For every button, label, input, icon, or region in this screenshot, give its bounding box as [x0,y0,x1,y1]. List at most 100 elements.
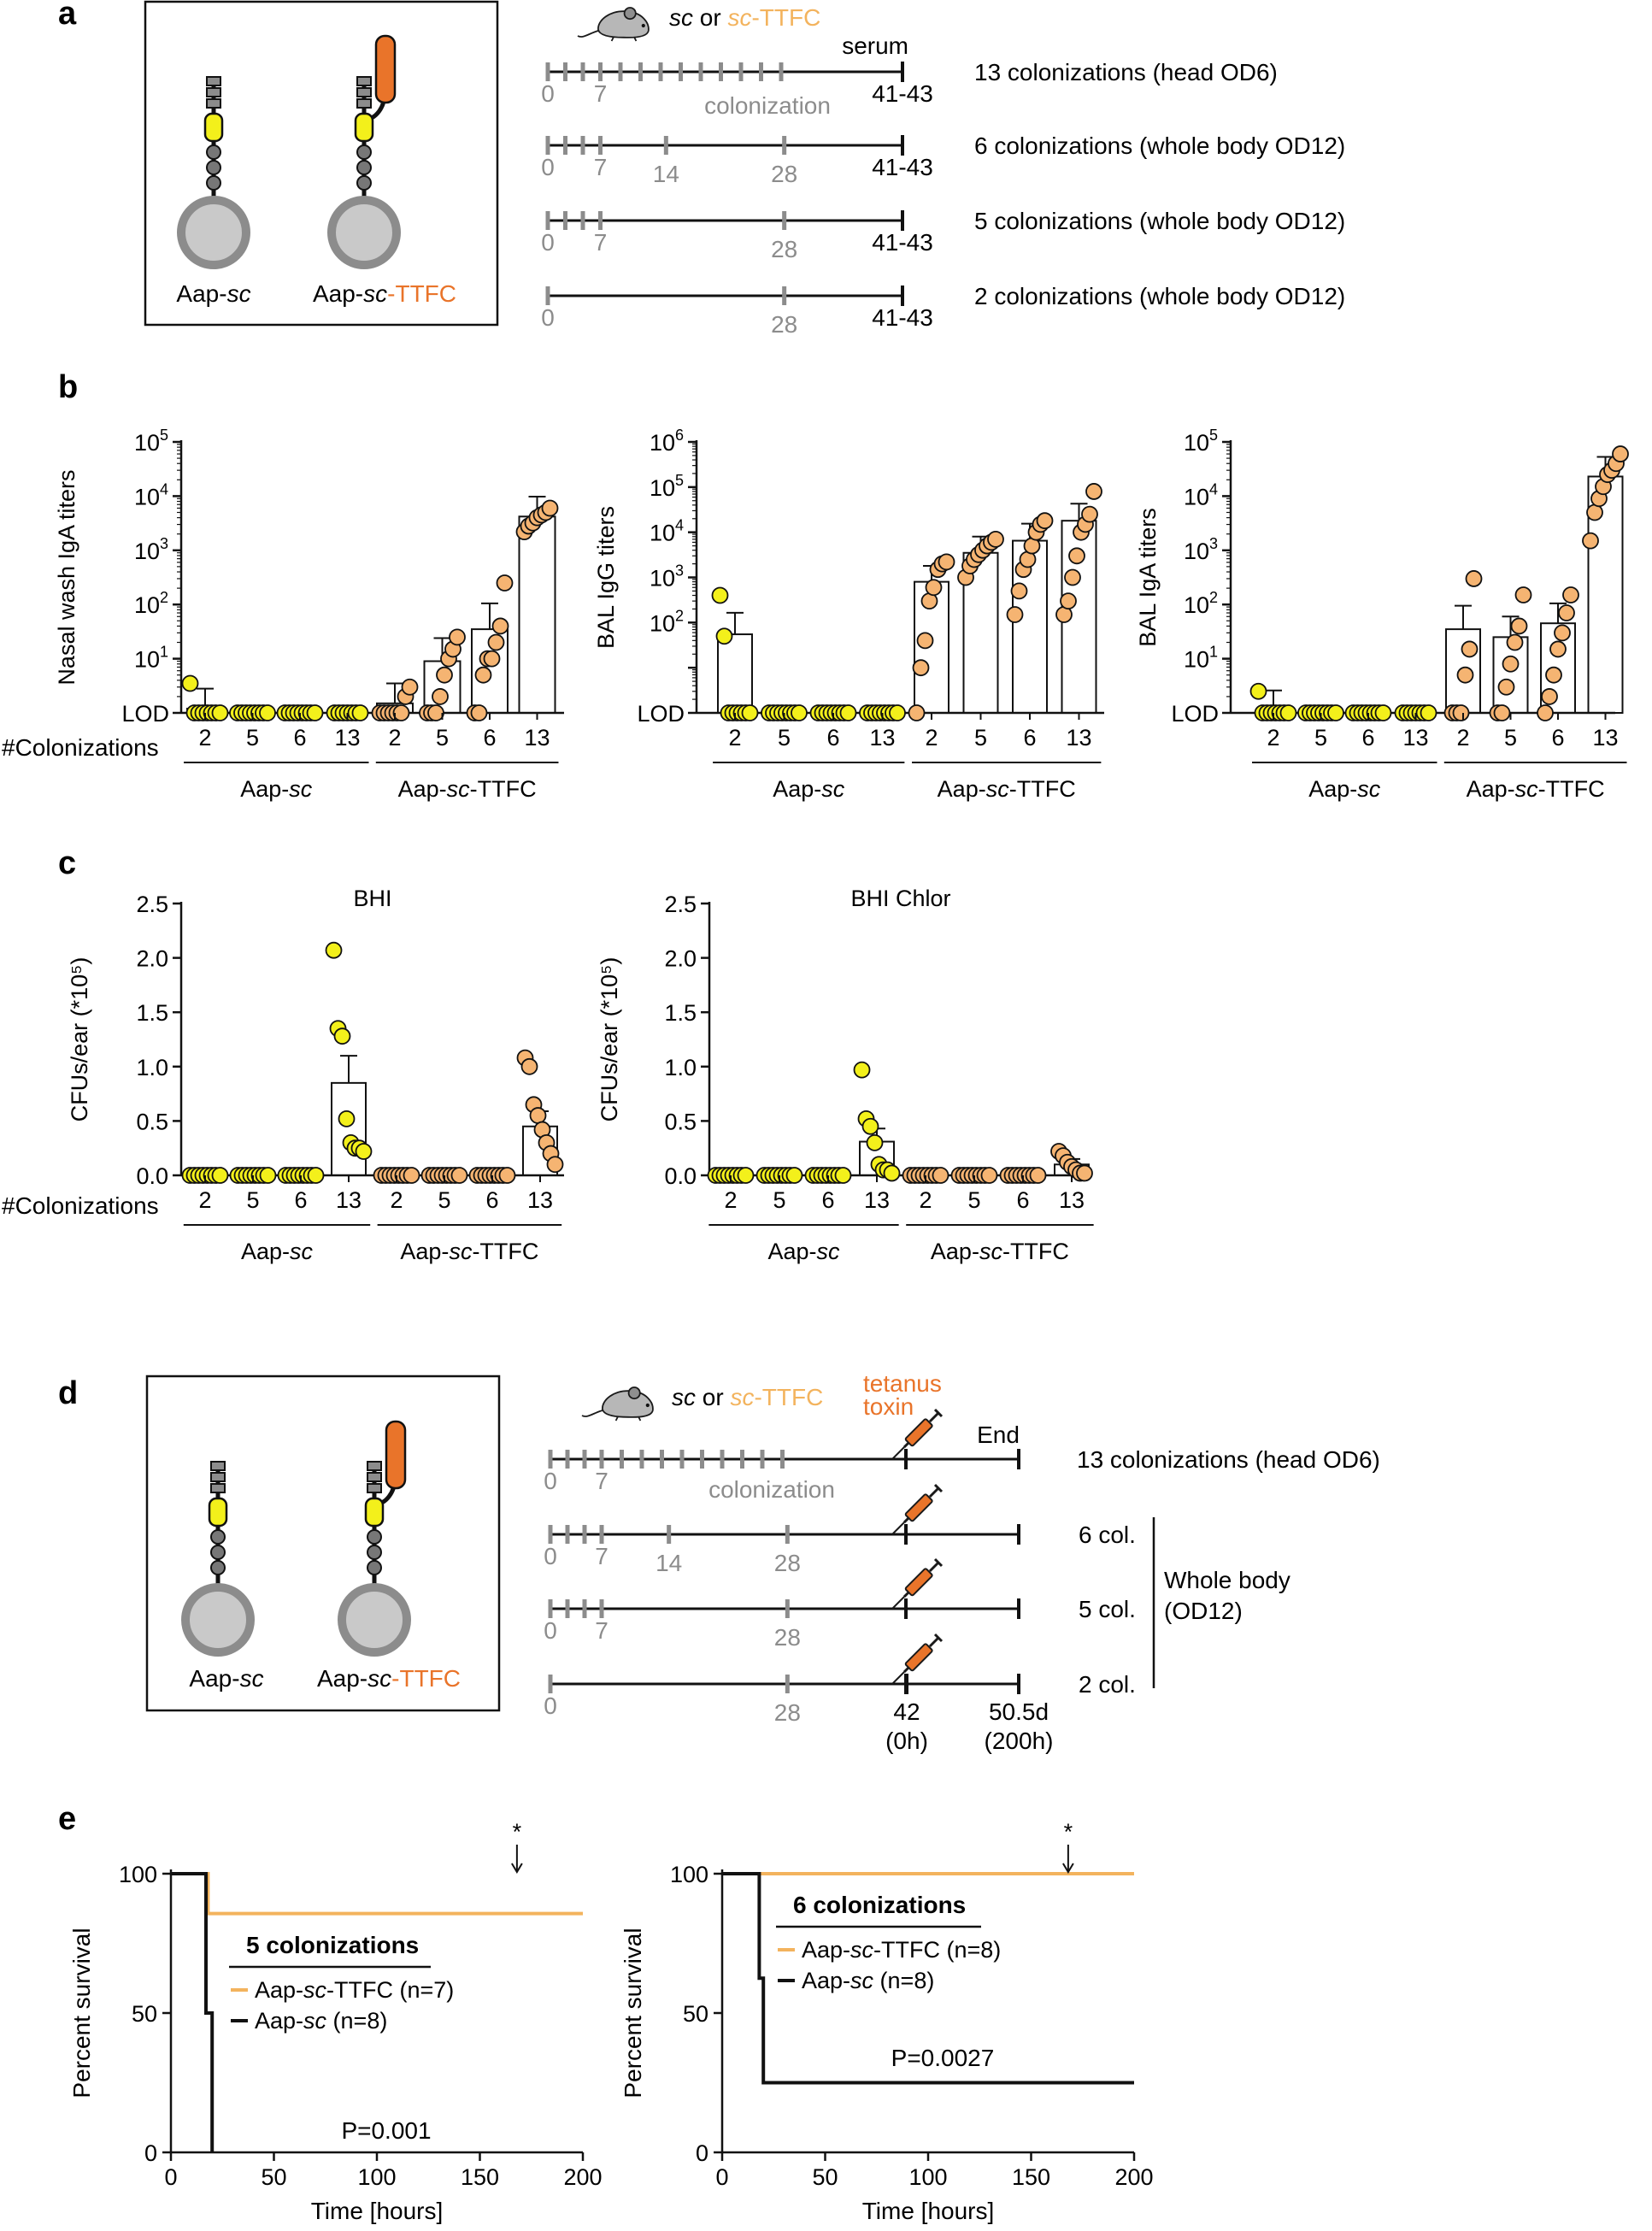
timeline-tick-label: 0 [544,1543,557,1569]
data-point [436,666,453,684]
y-tick-label: 101 [1184,644,1218,673]
x-tick-label: 5 [773,1187,785,1213]
data-point [449,628,466,646]
legend-title: 6 colonizations [793,1892,966,1918]
timeline-tick-label: 7 [594,154,608,180]
challenge-hour: (0h) [885,1728,928,1754]
asterisk: * [513,1819,522,1845]
y-tick-label: 102 [1184,589,1218,618]
construct-aap-sc-d [181,1461,255,1657]
x-prefix-c: #Colonizations [2,1192,159,1219]
data-point [211,1167,229,1184]
data-point [496,574,514,592]
y-tick-label: 1.5 [664,1000,697,1026]
schematic-box-d [145,1375,501,1712]
data-point [325,941,343,959]
x-tick-label: 5 [778,725,791,751]
data-point [541,499,559,517]
legend-title: 5 colonizations [246,1932,419,1958]
x-tick-label: 2 [1456,725,1469,751]
data-point [737,1167,755,1184]
x-tick-label: 5 [974,725,987,751]
construct-label-ttfc-a: Aap-sc-TTFC [313,280,456,307]
timeline-tick-label: 0 [541,229,555,256]
timeline-tick-label: 28 [774,1550,801,1576]
data-point [470,704,488,721]
syringe-icon [891,1483,944,1536]
x-tick-label: 13 [336,1187,362,1213]
timeline-tick-label: 7 [595,1617,608,1644]
x-tick-label: 6 [485,1187,498,1213]
y-tick-label: 100 [670,1862,708,1887]
x-tick-label: 13 [1402,725,1428,751]
survival-curve [171,1872,583,1916]
group-label: Aap-sc [773,776,845,802]
x-tick-label: 2 [925,725,938,751]
y-axis-title: BAL IgG titers [593,506,619,649]
panel-label-c: c [58,845,76,881]
data-point [1081,505,1098,523]
timeline-label: 2 colonizations (whole body OD12) [974,283,1345,309]
data-point [1612,445,1629,462]
data-point [1502,655,1520,673]
x-tick-label: 200 [1114,2164,1153,2190]
y-axis-title: BAL IgA titers [1135,508,1161,647]
bhi-chart: 0.0 0.5 1.0 1.5 2.0 2.5 CFUs/ear (*10⁵) BHI 2 5 6 1… [67,886,564,1264]
y-tick-label: 104 [650,517,684,546]
data-point [1010,582,1028,600]
legend-label: Aap-sc (n=8) [802,1968,934,1993]
bracket-label-1: Whole body [1164,1567,1290,1593]
timeline-label: 13 colonizations (head OD6) [1077,1446,1380,1473]
y-tick-label: 0.5 [664,1109,697,1134]
y-tick-label: 50 [132,2001,157,2027]
timeline-tick-label: 0 [541,154,555,180]
data-point [861,1117,879,1135]
timeline-tick-label: 28 [774,1624,801,1651]
data-point [715,627,733,645]
data-point [1327,704,1344,721]
bar [717,633,753,715]
panel-label-d: d [58,1375,78,1411]
x-tick-label: 13 [1059,1187,1085,1213]
x-tick-label: 6 [294,1187,307,1213]
y-tick-label: 1.5 [136,1000,168,1026]
data-point [711,586,729,604]
data-point [1541,688,1558,705]
survival-curve [722,1872,1134,2085]
timeline-label: 5 col. [1079,1596,1136,1622]
nasal-iga-chart: 101 102 103 104 105 LOD Nasal wash IgA titers 2… [54,427,564,802]
data-point [351,704,369,721]
data-point [450,1167,468,1184]
y-tick-label: 50 [683,2001,708,2027]
timelines-d: 0 7 13 colonizations (head OD6) 14 28 0 7 6 col… [544,1408,1380,1726]
x-tick-label: 200 [563,2164,602,2190]
data-point [1006,606,1024,623]
tetanus-label: tetanus [863,1370,942,1397]
x-tick-label: 5 [1314,725,1327,751]
x-tick-label: 6 [826,725,839,751]
legend-label: Aap-sc-TTFC (n=8) [802,1937,1001,1963]
data-point [1510,617,1528,635]
data-point [916,632,934,650]
data-point [1085,483,1102,500]
timeline-tick-label: 28 [771,311,797,338]
chart-title: BHI [353,886,391,911]
x-tick-label: 50 [261,2164,286,2190]
data-point [1554,624,1571,642]
mouse-label-a: sc or sc-TTFC [669,4,820,31]
data-point [333,1027,351,1045]
lod-label: LOD [121,701,169,727]
data-point [785,1167,803,1184]
y-tick-label: 100 [119,1862,157,1887]
data-point [307,1167,325,1184]
y-tick-label: 103 [134,535,168,564]
survival-curve [171,1872,215,2152]
data-point [741,704,759,721]
timeline-label: 6 colonizations (whole body OD12) [974,132,1345,159]
y-tick-label: 105 [134,427,168,456]
data-point [866,1133,884,1151]
group-label: Aap-sc [240,776,313,802]
y-tick-label: 2.5 [664,892,697,917]
timeline-tick-label: 28 [774,1699,801,1726]
